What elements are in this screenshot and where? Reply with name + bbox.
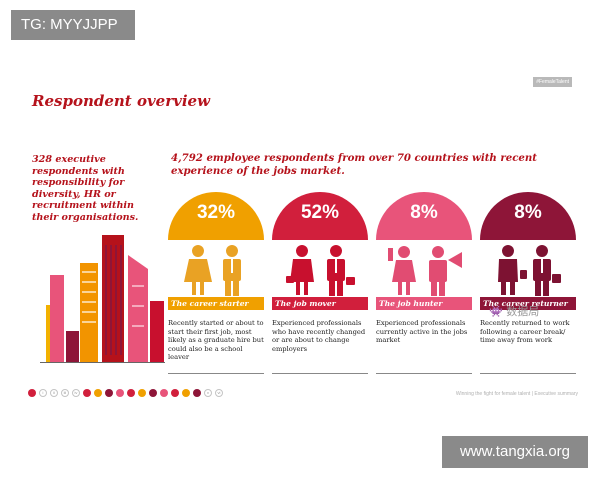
segment-description: Experienced professionals who have recen… bbox=[272, 319, 366, 353]
segment-percent: 32% bbox=[196, 202, 236, 223]
segment-description: Recently started or about to start their… bbox=[168, 319, 264, 362]
watermark-top-left: TG: MYYJJPP bbox=[11, 10, 135, 40]
divider bbox=[480, 373, 576, 374]
nav-section-dot[interactable] bbox=[94, 389, 102, 397]
segment-percent: 52% bbox=[300, 202, 340, 223]
divider bbox=[376, 373, 472, 374]
nav-page-dot[interactable]: i bbox=[39, 389, 47, 397]
nav-section-dot[interactable] bbox=[105, 389, 113, 397]
nav-page-dot[interactable]: ii bbox=[50, 389, 58, 397]
nav-section-dot[interactable] bbox=[127, 389, 135, 397]
segment-panel-job-mover: 52% The job mover Experienced profession… bbox=[272, 192, 368, 374]
segment-description: Recently returned to work following a ca… bbox=[480, 319, 570, 345]
nav-section-dot[interactable] bbox=[193, 389, 201, 397]
wechat-watermark: 👾 数据局 bbox=[489, 305, 540, 318]
slide: #FemaleTalent Respondent overview 328 ex… bbox=[20, 65, 580, 405]
divider bbox=[272, 373, 368, 374]
segment-panel-career-starter: 32% The career starter Recently started … bbox=[168, 192, 264, 374]
nav-section-dot[interactable] bbox=[182, 389, 190, 397]
segment-label: The job hunter bbox=[376, 297, 472, 310]
nav-section-dot[interactable] bbox=[160, 389, 168, 397]
people-icon bbox=[388, 246, 462, 296]
people-icon bbox=[286, 245, 355, 296]
footer-caption: Winning the fight for female talent | Ex… bbox=[455, 391, 578, 397]
segment-percent: 8% bbox=[410, 202, 438, 223]
nav-section-dot[interactable] bbox=[83, 389, 91, 397]
hashtag-badge: #FemaleTalent bbox=[533, 77, 572, 87]
segment-panel-job-hunter: 8% The job hunter Experienced profession… bbox=[376, 192, 472, 374]
segment-label: The career returner bbox=[480, 297, 576, 310]
executive-respondents-text: 328 executive respondents with responsib… bbox=[32, 154, 139, 223]
people-icon bbox=[498, 245, 561, 296]
slide-title: Respondent overview bbox=[32, 92, 210, 110]
nav-section-dot[interactable] bbox=[116, 389, 124, 397]
segment-panel-career-returner: 8% The career returner Recently returned… bbox=[480, 192, 576, 374]
nav-page-dot[interactable]: v bbox=[204, 389, 212, 397]
segment-label: The job mover bbox=[272, 297, 368, 310]
employee-respondents-heading: 4,792 employee respondents from over 70 … bbox=[171, 152, 538, 177]
nav-page-dot[interactable]: vi bbox=[215, 389, 223, 397]
nav-page-dot[interactable]: iii bbox=[61, 389, 69, 397]
home-nav-icon[interactable] bbox=[28, 389, 36, 397]
nav-section-dot[interactable] bbox=[138, 389, 146, 397]
watermark-bottom-right: www.tangxia.org bbox=[442, 436, 588, 468]
people-icon bbox=[184, 245, 241, 296]
city-buildings-illustration bbox=[40, 235, 165, 363]
segment-description: Experienced professionals currently acti… bbox=[376, 319, 468, 345]
nav-section-dot[interactable] bbox=[171, 389, 179, 397]
segment-label: The career starter bbox=[168, 297, 264, 310]
divider bbox=[168, 373, 264, 374]
segment-percent: 8% bbox=[514, 202, 542, 223]
nav-page-dot[interactable]: iv bbox=[72, 389, 80, 397]
nav-section-dot[interactable] bbox=[149, 389, 157, 397]
